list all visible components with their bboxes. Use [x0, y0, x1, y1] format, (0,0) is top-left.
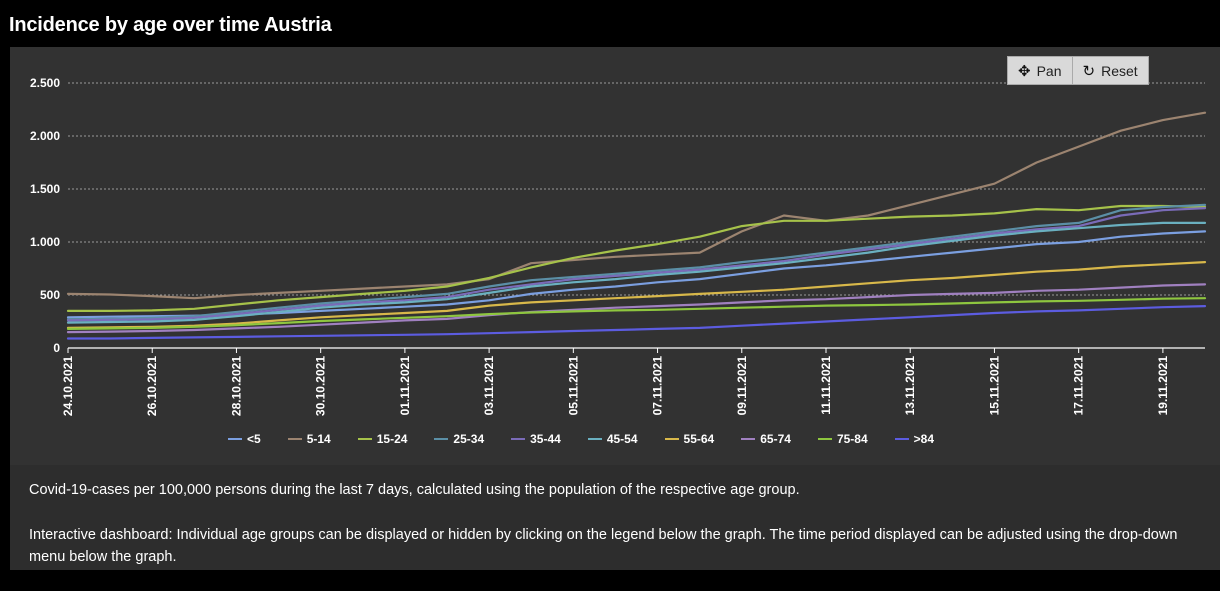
series-line	[66, 221, 1207, 324]
chart-area[interactable]: 0 500 1.000 1.500 2.000 2.500 24.10.2021 26.10.…	[10, 47, 1220, 465]
legend-swatch	[894, 438, 909, 440]
legend-item[interactable]: 75-84	[817, 432, 868, 446]
x-tick-label: 30.10.2021	[314, 356, 328, 416]
reset-button[interactable]: ↻ Reset	[1071, 57, 1148, 84]
legend-item[interactable]: 15-24	[357, 432, 408, 446]
y-tick-label: 2.000	[30, 129, 60, 143]
legend-label: 65-74	[760, 432, 791, 446]
x-tick-label: 24.10.2021	[61, 356, 75, 416]
x-tick-label: 13.11.2021	[903, 356, 917, 416]
legend-label: 45-54	[606, 432, 638, 446]
legend-item[interactable]: 65-74	[741, 432, 791, 446]
legend-label: <5	[247, 432, 261, 446]
y-tick-label: 2.500	[30, 76, 60, 90]
legend-swatch	[511, 438, 526, 440]
incidence-line-chart[interactable]: 0 500 1.000 1.500 2.000 2.500 24.10.2021 26.10.…	[10, 47, 1220, 465]
y-tick-label: 0	[53, 341, 60, 355]
series-line	[66, 203, 1207, 321]
x-tick-label: 19.11.2021	[1156, 356, 1170, 416]
legend-swatch	[817, 438, 832, 440]
series-line	[66, 204, 1207, 312]
y-tick-label: 1.000	[30, 235, 60, 249]
chart-legend: <5 5-14 15-24 25-34 35-44 45-54 55-64 65-74 75-8…	[228, 432, 961, 446]
pan-label: Pan	[1036, 62, 1062, 79]
chart-panel: 0 500 1.000 1.500 2.000 2.500 24.10.2021 26.10.…	[10, 47, 1220, 570]
description-line-1: Covid-19-cases per 100,000 persons durin…	[29, 482, 800, 498]
x-tick-label: 07.11.2021	[651, 356, 665, 416]
legend-item[interactable]: <5	[228, 432, 261, 446]
legend-swatch	[434, 438, 449, 440]
series-line	[66, 297, 1207, 330]
page-title: Incidence by age over time Austria	[9, 14, 332, 36]
series-line	[66, 283, 1207, 334]
legend-label: 35-44	[530, 432, 561, 446]
x-tick-label: 17.11.2021	[1072, 356, 1086, 416]
description-line-2: Interactive dashboard: Individual age gr…	[29, 527, 1178, 565]
legend-label: 15-24	[376, 432, 408, 446]
x-tick-label: 03.11.2021	[482, 356, 496, 416]
series-line	[66, 111, 1207, 300]
legend-swatch	[664, 438, 679, 440]
legend-item[interactable]: >84	[894, 432, 934, 446]
legend-label: 5-14	[306, 432, 331, 446]
legend-item[interactable]: 5-14	[287, 432, 331, 446]
pan-button[interactable]: ✥ Pan	[1008, 57, 1072, 84]
legend-swatch	[287, 438, 302, 440]
chart-description: Covid-19-cases per 100,000 persons durin…	[29, 479, 1199, 591]
legend-item[interactable]: 45-54	[587, 432, 638, 446]
x-tick-label: 28.10.2021	[229, 356, 243, 416]
legend-swatch	[357, 438, 372, 440]
move-arrows-icon: ✥	[1018, 62, 1031, 80]
legend-item[interactable]: 55-64	[664, 432, 715, 446]
legend-swatch	[228, 438, 242, 440]
x-tick-label: 15.11.2021	[987, 356, 1001, 416]
reset-arrow-icon: ↻	[1082, 62, 1096, 80]
legend-label: 75-84	[836, 432, 868, 446]
reset-label: Reset	[1101, 62, 1138, 79]
legend-swatch	[587, 438, 602, 440]
series-line	[66, 305, 1207, 340]
y-tick-label: 500	[40, 288, 60, 302]
chart-toolbar: ✥ Pan ↻ Reset	[1007, 56, 1149, 85]
legend-label: >84	[913, 432, 934, 446]
x-tick-label: 26.10.2021	[145, 356, 159, 416]
legend-item[interactable]: 35-44	[511, 432, 561, 446]
x-tick-label: 01.11.2021	[398, 356, 412, 416]
series-line	[66, 207, 1207, 322]
x-tick-label: 09.11.2021	[735, 356, 749, 416]
x-tick-label: 11.11.2021	[819, 356, 833, 415]
legend-label: 55-64	[683, 432, 715, 446]
x-tick-label: 05.11.2021	[566, 356, 580, 416]
legend-label: 25-34	[453, 432, 485, 446]
y-tick-label: 1.500	[30, 182, 60, 196]
legend-swatch	[741, 438, 756, 440]
series-line	[66, 261, 1207, 329]
legend-item[interactable]: 25-34	[434, 432, 484, 446]
